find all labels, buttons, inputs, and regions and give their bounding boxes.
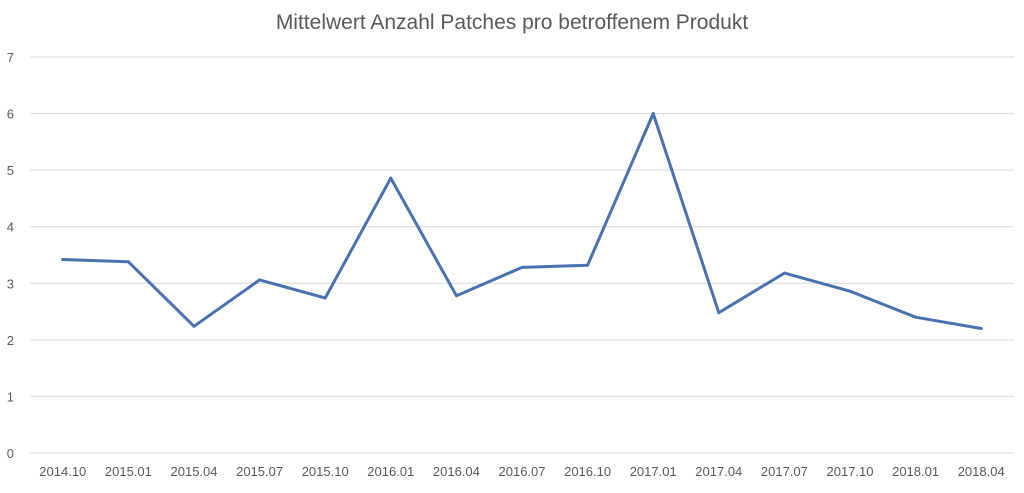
x-tick-label: 2017.01 [630, 464, 677, 479]
x-tick-label: 2018.04 [958, 464, 1005, 479]
y-tick-label: 2 [7, 333, 14, 348]
x-tick-label: 2016.01 [367, 464, 414, 479]
data-point [61, 258, 65, 262]
y-tick-label: 1 [7, 389, 14, 404]
data-point [454, 294, 458, 298]
data-point [651, 112, 655, 116]
data-point [126, 260, 130, 264]
x-tick-label: 2017.04 [695, 464, 742, 479]
x-tick-label: 2016.07 [499, 464, 546, 479]
gridlines [30, 56, 1014, 454]
data-point [192, 324, 196, 328]
y-tick-label: 3 [7, 276, 14, 291]
x-tick-label: 2015.01 [105, 464, 152, 479]
chart-title: Mittelwert Anzahl Patches pro betroffene… [276, 11, 749, 34]
y-tick-label: 5 [7, 163, 14, 178]
series-layer [61, 112, 983, 331]
y-axis-ticks: 0 1 2 3 4 5 6 7 [7, 50, 14, 461]
data-point [979, 327, 983, 331]
x-tick-label: 2015.04 [171, 464, 218, 479]
data-point [258, 278, 262, 282]
x-tick-label: 2018.01 [892, 464, 939, 479]
data-point [717, 311, 721, 315]
x-tick-label: 2014.10 [39, 464, 86, 479]
data-point [389, 176, 393, 180]
x-axis-ticks: 2014.10 2015.01 2015.04 2015.07 2015.10 2016.… [39, 464, 1004, 479]
x-tick-label: 2015.07 [236, 464, 283, 479]
x-tick-label: 2017.07 [761, 464, 808, 479]
x-tick-label: 2015.10 [302, 464, 349, 479]
x-tick-label: 2016.04 [433, 464, 480, 479]
x-tick-label: 2017.10 [827, 464, 874, 479]
series-line-0 [61, 112, 983, 330]
data-point [848, 289, 852, 293]
data-point [520, 265, 524, 269]
y-tick-label: 7 [7, 50, 14, 65]
data-point [586, 263, 590, 267]
data-point [914, 315, 918, 319]
data-point [782, 271, 786, 275]
y-tick-label: 6 [7, 107, 14, 122]
y-tick-label: 4 [7, 220, 14, 235]
y-tick-label: 0 [7, 446, 14, 461]
x-tick-label: 2016.10 [564, 464, 611, 479]
data-point [323, 296, 327, 300]
